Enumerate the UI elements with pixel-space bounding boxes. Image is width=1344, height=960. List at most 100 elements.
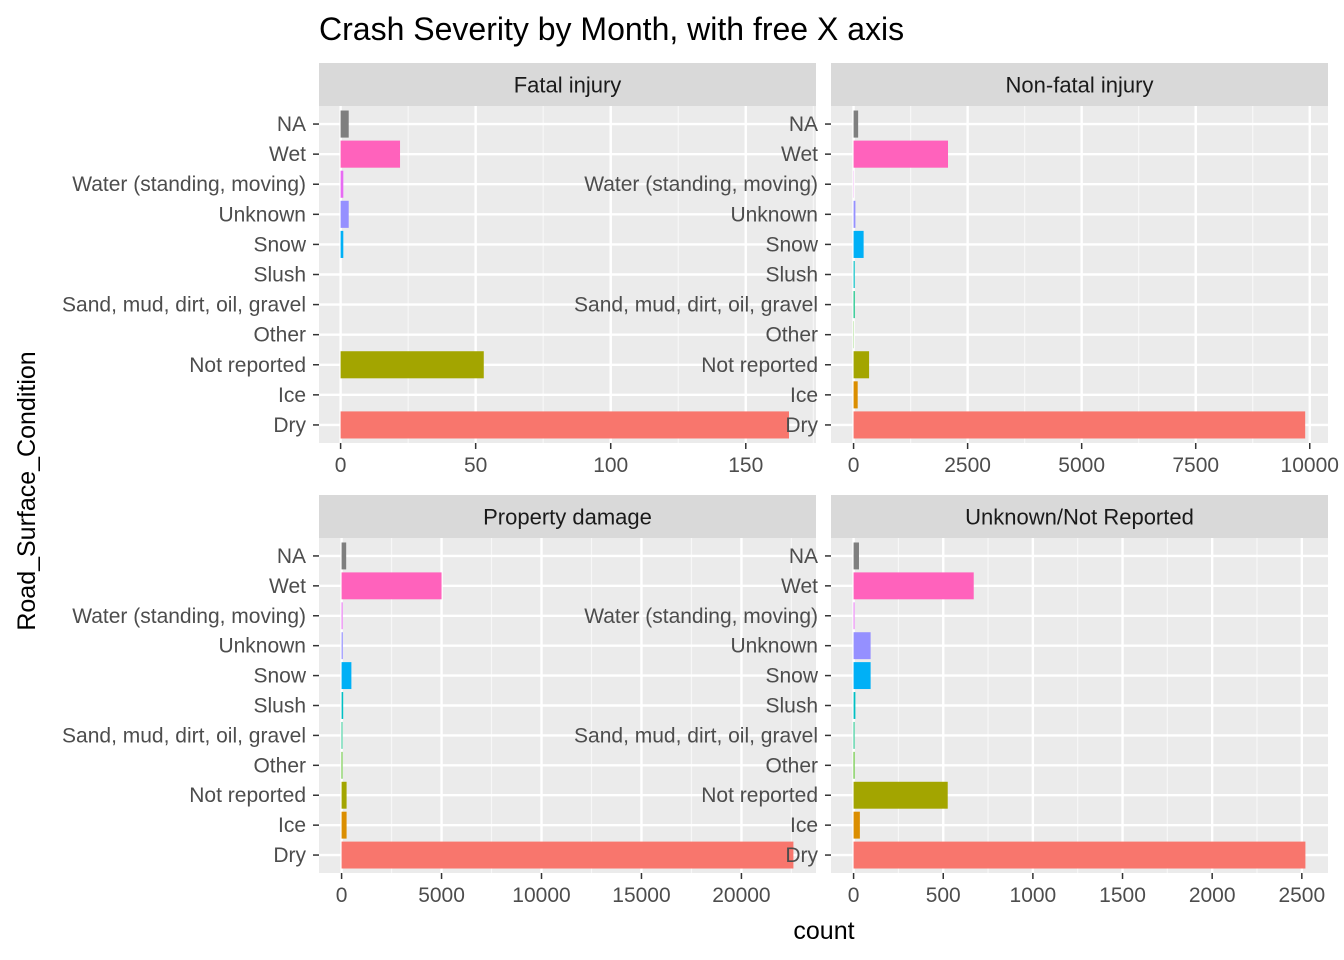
x-tick-label: 20000 — [712, 884, 770, 907]
x-tick-label: 150 — [728, 454, 763, 477]
x-axis-title: count — [793, 917, 854, 945]
x-tick-label: 50 — [464, 454, 487, 477]
category-label: Wet — [781, 575, 818, 598]
bar-water-standing-moving — [341, 602, 343, 630]
bar-na — [340, 110, 349, 138]
bar-ice — [341, 811, 347, 839]
chart-title: Crash Severity by Month, with free X axi… — [319, 11, 904, 47]
bar-unknown — [853, 632, 871, 660]
category-label: Ice — [790, 814, 818, 837]
bar-sand-mud-dirt-oil-gravel — [853, 291, 855, 319]
category-label: Slush — [253, 695, 306, 718]
category-label: Unknown — [218, 635, 306, 658]
bar-na — [341, 542, 347, 570]
y-axis-title: Road_Surface_Condition — [13, 351, 41, 630]
category-label: Ice — [278, 384, 306, 407]
bar-ice — [853, 811, 860, 839]
category-label: NA — [789, 545, 818, 568]
bar-slush — [853, 692, 856, 719]
x-tick-label: 5000 — [1058, 454, 1105, 477]
x-tick-label: 7500 — [1172, 454, 1219, 477]
category-label: Unknown — [730, 635, 818, 658]
facet-panels: Fatal injury Dry Ice Not reported Other Sand,… — [62, 63, 1339, 907]
bar-not-reported — [853, 781, 948, 809]
x-tick-label: 2500 — [1278, 884, 1325, 907]
x-tick-label: 2000 — [1189, 884, 1236, 907]
x-tick-label: 2500 — [944, 454, 991, 477]
x-tick-label: 10000 — [512, 884, 570, 907]
category-label: NA — [277, 113, 306, 136]
facet-strip — [319, 495, 816, 538]
facet-strip-label: Unknown/Not Reported — [965, 505, 1194, 530]
category-label: Water (standing, moving) — [584, 605, 818, 628]
category-label: Other — [765, 324, 818, 347]
facet-panel: Non-fatal injury Dry Ice Not reported Other S… — [574, 63, 1339, 477]
bar-dry — [341, 841, 794, 869]
bar-sand-mud-dirt-oil-gravel — [853, 721, 855, 749]
category-label: Slush — [765, 264, 818, 287]
category-label: Sand, mud, dirt, oil, gravel — [62, 724, 306, 747]
facet-strip-label: Property damage — [483, 505, 652, 530]
x-tick-label: 500 — [926, 884, 961, 907]
bar-snow — [853, 230, 864, 258]
x-tick-label: 15000 — [612, 884, 670, 907]
bar-sand-mud-dirt-oil-gravel — [341, 721, 343, 749]
category-label: Dry — [785, 414, 818, 437]
category-label: NA — [277, 545, 306, 568]
x-tick-label: 5000 — [418, 884, 465, 907]
category-label: Not reported — [701, 354, 818, 377]
facet-strip — [831, 495, 1328, 538]
bar-wet — [340, 140, 401, 168]
category-label: Other — [253, 754, 306, 777]
bar-snow — [853, 662, 871, 690]
category-label: Water (standing, moving) — [72, 173, 306, 196]
bar-dry — [340, 411, 789, 439]
bar-slush — [853, 260, 855, 289]
category-label: Ice — [278, 814, 306, 837]
x-tick-label: 0 — [336, 884, 348, 907]
bar-dry — [853, 841, 1306, 869]
category-label: Other — [253, 324, 306, 347]
bar-na — [853, 110, 859, 138]
bar-dry — [853, 411, 1306, 439]
facet-panel: Unknown/Not Reported Dry Ice Not reported Ot… — [574, 495, 1328, 907]
bar-not-reported — [340, 351, 484, 379]
bar-unknown — [341, 632, 343, 660]
facet-strip — [319, 63, 816, 106]
category-label: Wet — [269, 143, 306, 166]
bar-ice — [853, 381, 858, 409]
facet-strip-label: Non-fatal injury — [1006, 73, 1154, 98]
category-label: Other — [765, 754, 818, 777]
category-label: Sand, mud, dirt, oil, gravel — [574, 294, 818, 317]
category-label: Unknown — [218, 203, 306, 226]
bar-water-standing-moving — [853, 602, 855, 630]
bar-other — [341, 751, 343, 779]
bar-not-reported — [341, 781, 347, 809]
bar-snow — [340, 230, 344, 258]
category-label: Not reported — [189, 354, 306, 377]
facet-strip — [831, 63, 1328, 106]
category-label: NA — [789, 113, 818, 136]
category-label: Wet — [781, 143, 818, 166]
category-label: Sand, mud, dirt, oil, gravel — [62, 294, 306, 317]
x-tick-label: 100 — [593, 454, 628, 477]
category-label: Snow — [253, 233, 306, 256]
bar-slush — [341, 692, 344, 719]
facet-panel: Fatal injury Dry Ice Not reported Other Sand,… — [62, 63, 816, 477]
category-label: Unknown — [730, 203, 818, 226]
category-label: Sand, mud, dirt, oil, gravel — [574, 724, 818, 747]
bar-wet — [853, 140, 949, 168]
bar-not-reported — [853, 351, 870, 379]
category-label: Snow — [253, 665, 306, 688]
bar-snow — [341, 662, 352, 690]
x-tick-label: 0 — [848, 884, 860, 907]
category-label: Water (standing, moving) — [584, 173, 818, 196]
bar-other — [853, 751, 855, 779]
bar-water-standing-moving — [340, 170, 344, 198]
category-label: Not reported — [189, 784, 306, 807]
x-tick-label: 10000 — [1281, 454, 1339, 477]
bar-wet — [853, 572, 974, 600]
bar-na — [853, 542, 859, 570]
facet-strip-label: Fatal injury — [514, 73, 622, 98]
